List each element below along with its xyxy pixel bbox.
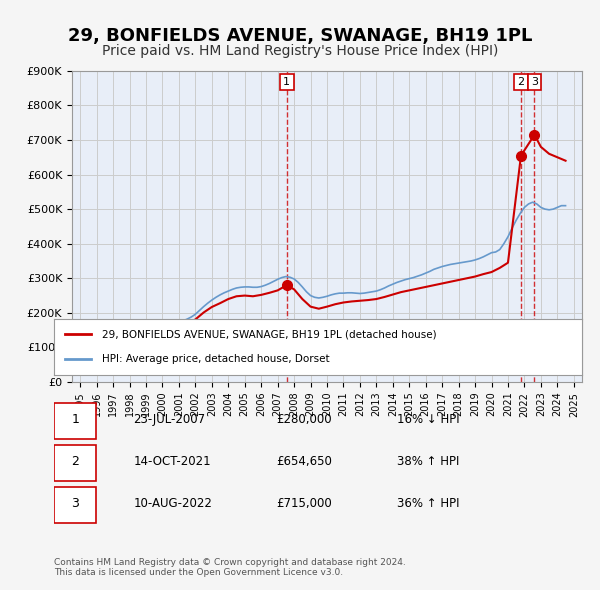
FancyBboxPatch shape — [54, 487, 96, 523]
Text: HPI: Average price, detached house, Dorset: HPI: Average price, detached house, Dors… — [101, 354, 329, 364]
Text: Price paid vs. HM Land Registry's House Price Index (HPI): Price paid vs. HM Land Registry's House … — [102, 44, 498, 58]
FancyBboxPatch shape — [54, 445, 96, 481]
Text: 2: 2 — [517, 77, 524, 87]
Text: 10-AUG-2022: 10-AUG-2022 — [133, 497, 212, 510]
Text: 3: 3 — [531, 77, 538, 87]
Text: 2: 2 — [71, 455, 79, 468]
Text: 29, BONFIELDS AVENUE, SWANAGE, BH19 1PL (detached house): 29, BONFIELDS AVENUE, SWANAGE, BH19 1PL … — [101, 329, 436, 339]
Text: £280,000: £280,000 — [276, 413, 331, 426]
Text: 23-JUL-2007: 23-JUL-2007 — [133, 413, 205, 426]
Text: 29, BONFIELDS AVENUE, SWANAGE, BH19 1PL: 29, BONFIELDS AVENUE, SWANAGE, BH19 1PL — [68, 27, 532, 45]
Text: £715,000: £715,000 — [276, 497, 332, 510]
Text: 38% ↑ HPI: 38% ↑ HPI — [397, 455, 460, 468]
Text: 1: 1 — [283, 77, 290, 87]
Text: £654,650: £654,650 — [276, 455, 332, 468]
FancyBboxPatch shape — [54, 403, 96, 439]
Text: 3: 3 — [71, 497, 79, 510]
Text: Contains HM Land Registry data © Crown copyright and database right 2024.
This d: Contains HM Land Registry data © Crown c… — [54, 558, 406, 577]
Text: 36% ↑ HPI: 36% ↑ HPI — [397, 497, 460, 510]
Text: 14-OCT-2021: 14-OCT-2021 — [133, 455, 211, 468]
Text: 16% ↓ HPI: 16% ↓ HPI — [397, 413, 460, 426]
Text: 1: 1 — [71, 413, 79, 426]
